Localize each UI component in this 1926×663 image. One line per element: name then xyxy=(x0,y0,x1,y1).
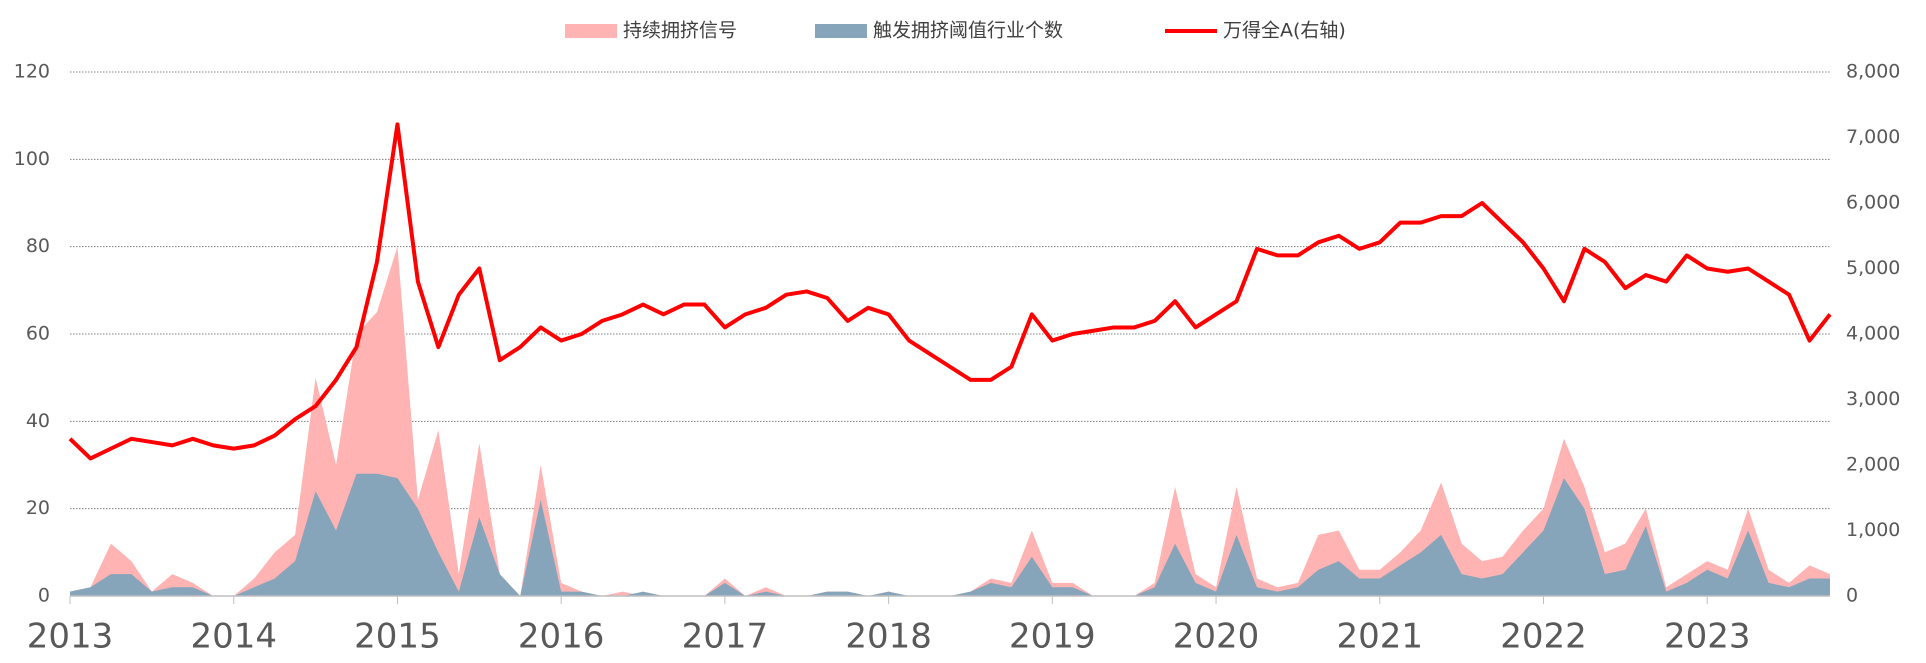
legend-label: 万得全A(右轴) xyxy=(1223,20,1346,42)
x-tick-label: 2019 xyxy=(1009,617,1096,657)
y2-tick-label: 5,000 xyxy=(1846,257,1900,279)
y2-tick-label: 6,000 xyxy=(1846,192,1900,214)
x-tick-label: 2021 xyxy=(1337,617,1424,657)
area xyxy=(70,473,1830,596)
legend-label: 持续拥挤信号 xyxy=(623,20,737,42)
x-tick-label: 2022 xyxy=(1500,617,1587,657)
line xyxy=(68,122,1832,461)
y-tick-label: 40 xyxy=(26,410,50,432)
x-tick-label: 2015 xyxy=(354,617,441,657)
x-tick-label: 2017 xyxy=(682,617,769,657)
x-tick-label: 2014 xyxy=(190,617,277,657)
x-tick-label: 2020 xyxy=(1173,617,1260,657)
y2-tick-label: 2,000 xyxy=(1846,454,1900,476)
y2-tick-label: 1,000 xyxy=(1846,519,1900,541)
legend-label: 触发拥挤阈值行业个数 xyxy=(873,20,1063,42)
y-tick-label: 20 xyxy=(26,497,50,519)
y2-tick-label: 0 xyxy=(1846,585,1858,607)
y-tick-label: 120 xyxy=(14,61,50,83)
y-tick-label: 80 xyxy=(26,235,50,257)
legend-swatch xyxy=(565,24,617,38)
x-tick-label: 2016 xyxy=(518,617,605,657)
x-tick-label: 2018 xyxy=(845,617,932,657)
y2-tick-label: 3,000 xyxy=(1846,388,1900,410)
y-tick-label: 100 xyxy=(14,148,50,170)
y-tick-label: 0 xyxy=(38,585,50,607)
x-tick-label: 2013 xyxy=(27,617,114,657)
x-tick-label: 2023 xyxy=(1664,617,1751,657)
y2-tick-label: 8,000 xyxy=(1846,61,1900,83)
legend-swatch xyxy=(815,24,867,38)
y2-tick-label: 4,000 xyxy=(1846,323,1900,345)
y-tick-label: 60 xyxy=(26,323,50,345)
y2-tick-label: 7,000 xyxy=(1846,126,1900,148)
